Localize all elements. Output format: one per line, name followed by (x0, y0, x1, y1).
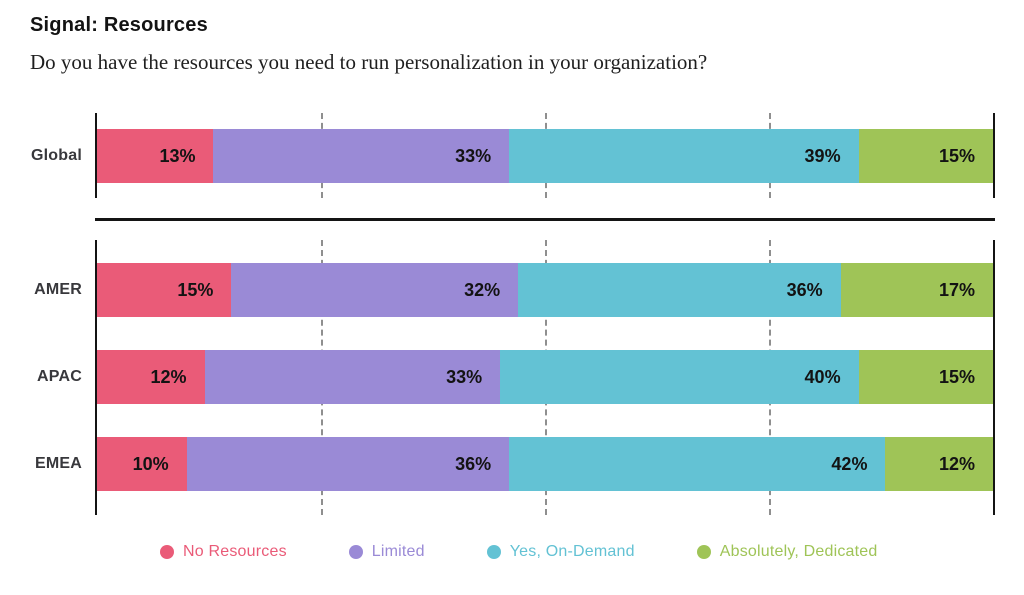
segment-amer-yes-on-demand: 36% (518, 263, 841, 317)
legend-label-absolutely-dedicated: Absolutely, Dedicated (719, 543, 878, 560)
segment-amer-absolutely-dedicated: 17% (840, 263, 993, 317)
segment-emea-absolutely-dedicated: 12% (885, 437, 993, 491)
segment-amer-no-resources: 15% (97, 263, 232, 317)
bar-row-global: Global 13% 33% 39% 15% (31, 129, 993, 183)
segment-global-yes-on-demand: 39% (509, 129, 859, 183)
bar-row-apac: APAC 12% 33% 40% 15% (37, 350, 993, 404)
chart-title: Signal: Resources (30, 14, 208, 36)
legend-item-absolutely-dedicated: Absolutely, Dedicated (696, 543, 878, 561)
category-label-amer: AMER (34, 281, 82, 298)
segment-emea-no-resources: 10% (97, 437, 187, 491)
segment-global-no-resources: 13% (97, 129, 214, 183)
legend-dot-icon (160, 545, 174, 559)
legend-label-no-resources: No Resources (183, 543, 287, 560)
segment-apac-no-resources: 12% (97, 350, 205, 404)
legend-item-no-resources: No Resources (160, 543, 287, 561)
legend-label-yes-on-demand: Yes, On-Demand (509, 543, 635, 560)
segment-emea-yes-on-demand: 42% (509, 437, 886, 491)
legend-item-yes-on-demand: Yes, On-Demand (486, 543, 635, 561)
panel-separator-line (95, 218, 995, 221)
legend-item-limited: Limited (348, 543, 425, 561)
category-label-apac: APAC (37, 368, 82, 385)
segment-amer-limited: 32% (231, 263, 519, 317)
segment-global-limited: 33% (213, 129, 510, 183)
chart-question: Do you have the resources you need to ru… (30, 50, 708, 74)
chart-legend: No Resources Limited Yes, On-Demand Absolut… (160, 543, 1024, 561)
legend-dot-icon (486, 545, 501, 559)
legend-dot-icon (696, 545, 711, 559)
chart-panel-regions: AMER 15% 32% 36% 17% APAC 12% 33% 40% 15% EMEA 10% 3… (34, 240, 995, 515)
stacked-bar-chart: Global 13% 33% 39% 15% AMER 15% 32% 36% 17% APAC 1… (0, 113, 1024, 561)
segment-apac-limited: 33% (204, 350, 501, 404)
bar-row-amer: AMER 15% 32% 36% 17% (34, 263, 993, 317)
legend-dot-icon (348, 545, 363, 559)
legend-label-limited: Limited (371, 543, 425, 560)
category-label-emea: EMEA (34, 455, 82, 472)
bar-row-emea: EMEA 10% 36% 42% 12% (35, 437, 993, 491)
segment-global-absolutely-dedicated: 15% (858, 129, 993, 183)
category-label-global: Global (31, 147, 82, 164)
segment-emea-limited: 36% (186, 437, 510, 491)
report-page: Signal: Resources Do you have the resour… (0, 14, 1024, 595)
chart-panel-global: Global 13% 33% 39% 15% (31, 113, 995, 198)
segment-apac-absolutely-dedicated: 15% (858, 350, 993, 404)
segment-apac-yes-on-demand: 40% (500, 350, 859, 404)
